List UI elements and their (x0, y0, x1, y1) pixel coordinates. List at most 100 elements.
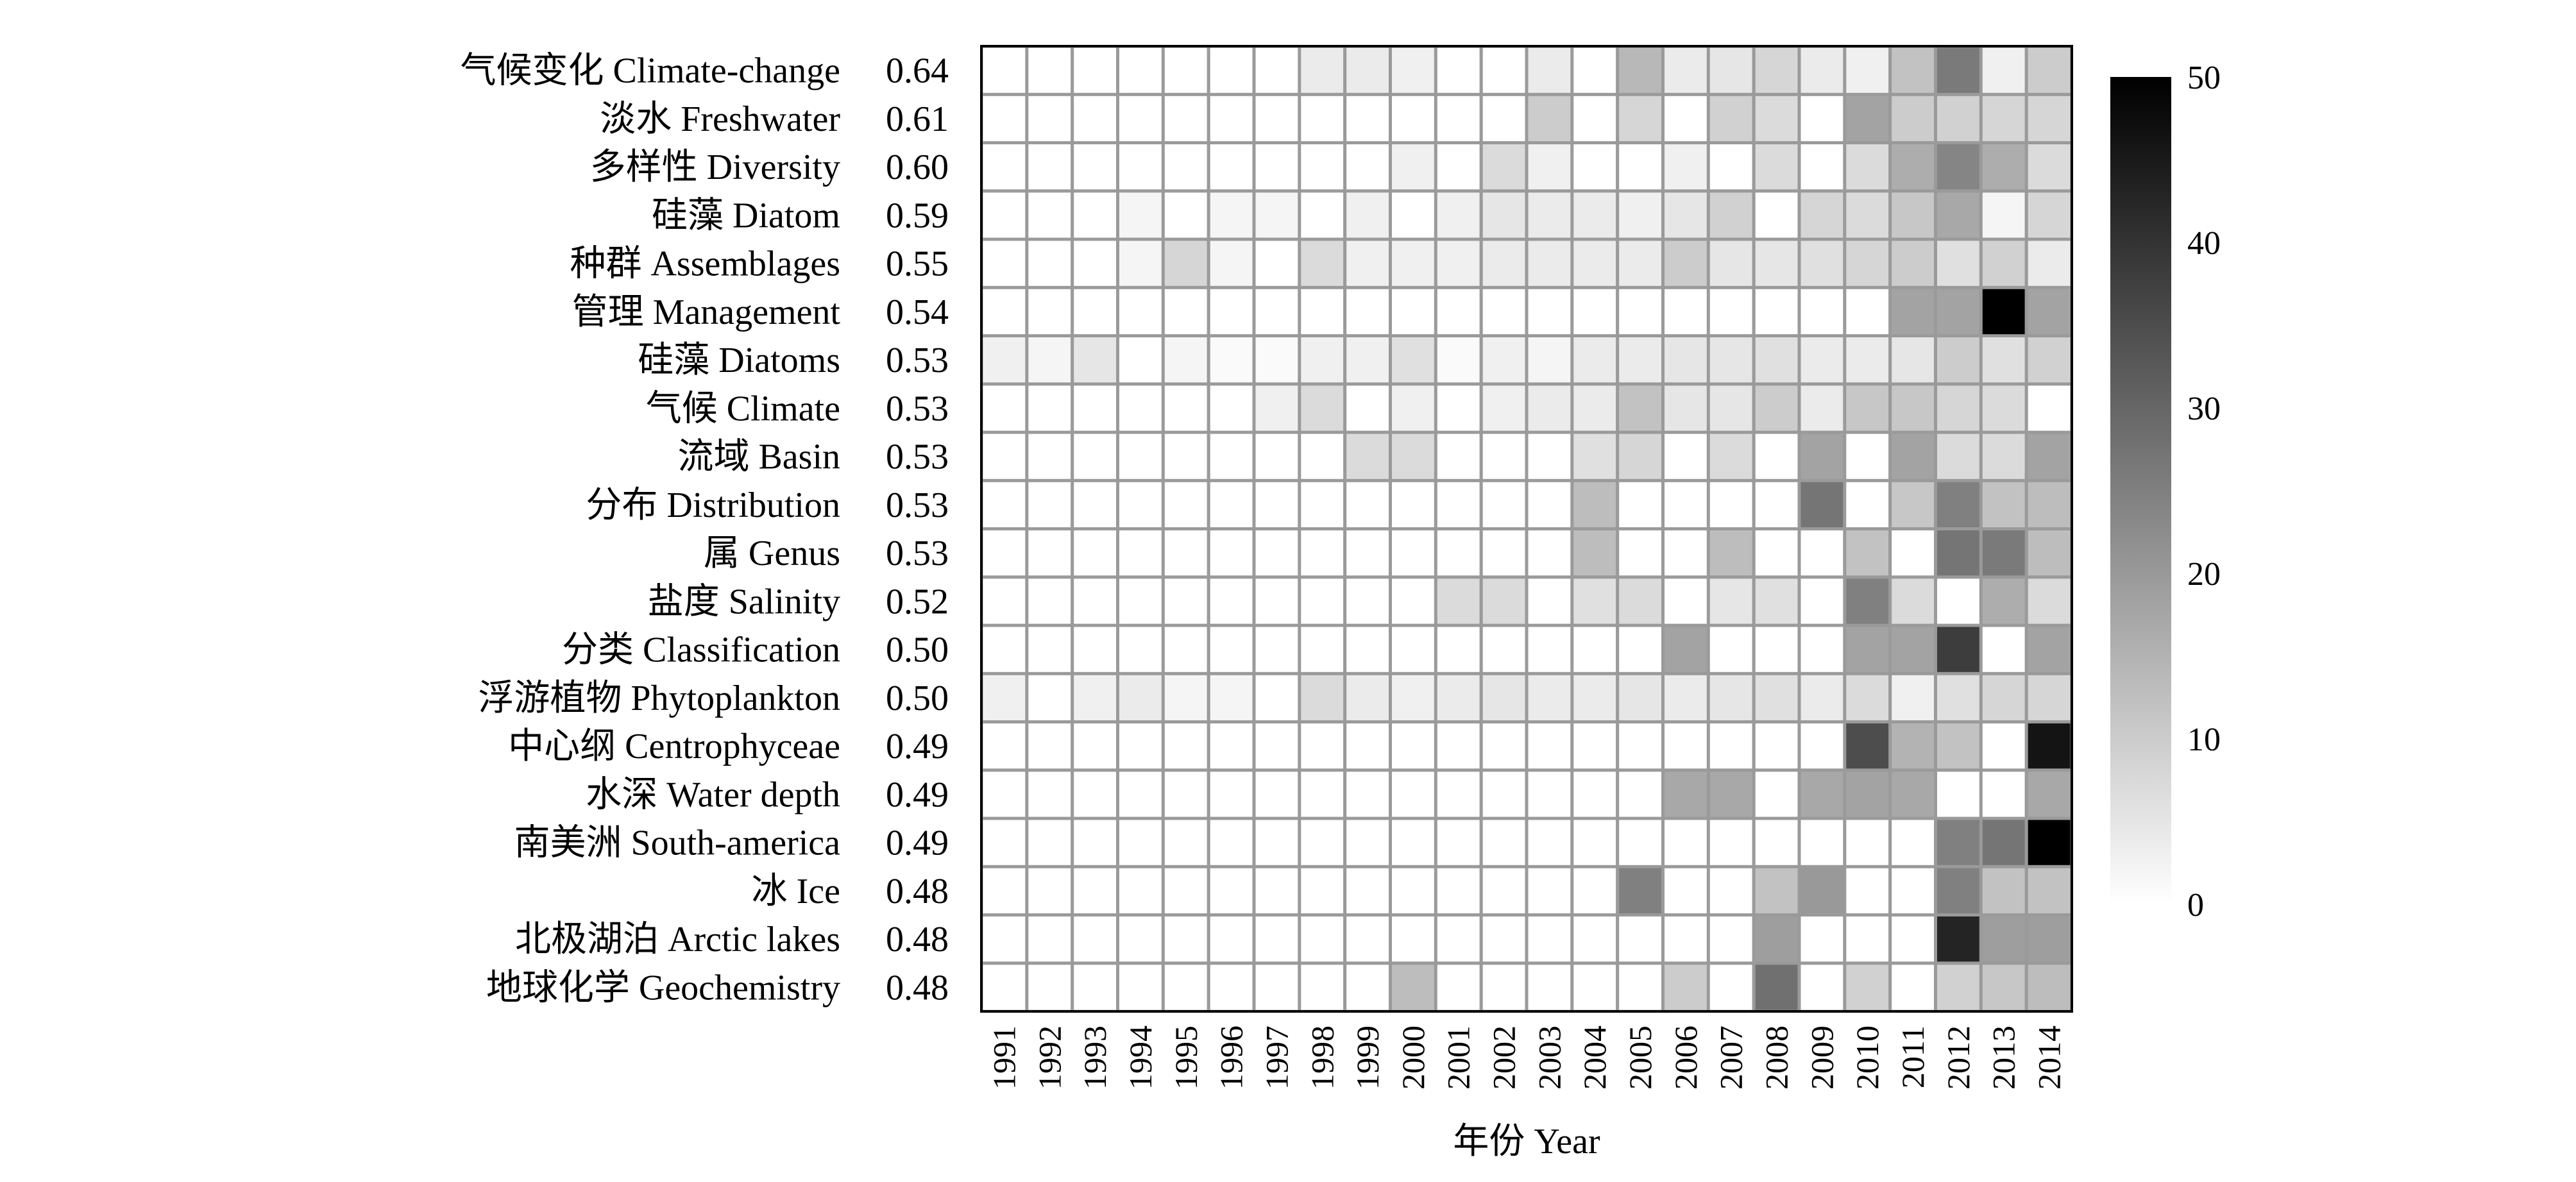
heatmap-cell (1301, 434, 1344, 479)
row-score: 0.52 (886, 582, 949, 621)
heatmap-cell (2028, 385, 2071, 431)
heatmap-cell (1210, 241, 1253, 286)
heatmap-cell (1892, 241, 1934, 286)
heatmap-cell (1210, 385, 1253, 431)
heatmap-cell (1346, 868, 1389, 914)
row-label: 种群 Assemblages (570, 244, 840, 284)
heatmap-cell (1755, 916, 1798, 962)
heatmap-cell (1392, 241, 1434, 286)
heatmap-cell (1573, 241, 1616, 286)
heatmap-cell (1255, 965, 1298, 1010)
row-score: 0.48 (886, 968, 949, 1008)
heatmap-cell (1392, 289, 1434, 335)
heatmap-cell (1573, 434, 1616, 479)
heatmap-cell (1301, 772, 1344, 817)
heatmap-cell (1392, 675, 1434, 721)
row-label: 淡水 Freshwater (600, 99, 840, 139)
heatmap-cell (1392, 627, 1434, 672)
heatmap-cell (1709, 337, 1752, 383)
heatmap-cell (1164, 820, 1207, 865)
year-tick-label: 1995 (1168, 1026, 1204, 1090)
year-tick-label: 2010 (1849, 1026, 1885, 1090)
heatmap-cell (1255, 482, 1298, 528)
heatmap-cell (1937, 144, 1979, 190)
heatmap-cell (1892, 47, 1934, 93)
heatmap-cell (1392, 192, 1434, 238)
heatmap-cell (1164, 241, 1207, 286)
heatmap-cell (1164, 723, 1207, 769)
heatmap-cell (1755, 289, 1798, 335)
heatmap-cell (1482, 530, 1525, 576)
heatmap-cell (1846, 965, 1889, 1010)
heatmap-cell (1482, 820, 1525, 865)
heatmap-cell (1573, 47, 1616, 93)
row-score: 0.53 (886, 389, 949, 428)
colorbar-gradient (2110, 77, 2171, 904)
heatmap-cell (1709, 434, 1752, 479)
heatmap-cell (1665, 289, 1707, 335)
heatmap-cell (1392, 965, 1434, 1010)
heatmap-cell (1074, 289, 1116, 335)
row-label: 地球化学 Geochemistry (486, 968, 840, 1008)
heatmap-cell (1028, 47, 1071, 93)
heatmap-cell (1437, 772, 1480, 817)
heatmap-cell (1437, 482, 1480, 528)
heatmap-cell (1573, 627, 1616, 672)
heatmap-cell (1937, 772, 1979, 817)
heatmap-cell (1573, 289, 1616, 335)
heatmap-cell (1892, 530, 1934, 576)
heatmap-cell (1301, 96, 1344, 142)
heatmap-cell (1528, 192, 1571, 238)
heatmap-cell (1301, 627, 1344, 672)
colorbar-tick-label: 20 (2187, 556, 2221, 593)
heatmap-cell (1755, 144, 1798, 190)
heatmap-cell (1210, 723, 1253, 769)
heatmap-cell (1437, 627, 1480, 672)
heatmap-cell (1755, 578, 1798, 624)
row-score: 0.48 (886, 872, 949, 911)
heatmap-cell (1755, 192, 1798, 238)
heatmap-cell (1346, 675, 1389, 721)
heatmap-cell (1892, 337, 1934, 383)
heatmap-cell (1937, 337, 1979, 383)
row-label: 中心纲 Centrophyceae (508, 727, 840, 766)
heatmap-cell (1301, 578, 1344, 624)
heatmap-cell (1846, 434, 1889, 479)
heatmap-cell (1301, 385, 1344, 431)
heatmap-cell (1665, 144, 1707, 190)
heatmap-cell (1346, 434, 1389, 479)
heatmap-cell (1892, 385, 1934, 431)
heatmap-cell (1255, 96, 1298, 142)
heatmap-cell (2028, 723, 2071, 769)
heatmap-cell (1709, 385, 1752, 431)
row-label: 分布 Distribution (586, 485, 840, 525)
heatmap-cell (983, 675, 1026, 721)
heatmap-cell (1164, 868, 1207, 914)
heatmap-cell (1892, 578, 1934, 624)
heatmap-cell (1937, 47, 1979, 93)
row-label: 流域 Basin (677, 437, 840, 477)
heatmap-cell (1255, 289, 1298, 335)
heatmap-cell (1665, 241, 1707, 286)
heatmap-cell (1982, 578, 2025, 624)
heatmap-cell (1619, 96, 1661, 142)
year-tick-label: 2000 (1395, 1026, 1431, 1090)
heatmap-cell (1665, 96, 1707, 142)
heatmap-cell (1755, 482, 1798, 528)
heatmap-cell (1528, 385, 1571, 431)
heatmap-cell (2028, 289, 2071, 335)
heatmap-cell (1482, 289, 1525, 335)
heatmap-cell (1937, 965, 1979, 1010)
heatmap-cell (1164, 337, 1207, 383)
heatmap-cell (1982, 627, 2025, 672)
heatmap-cell (1346, 530, 1389, 576)
colorbar-tick-label: 10 (2187, 722, 2221, 758)
heatmap-cell (1392, 772, 1434, 817)
grid-background (981, 46, 2072, 1011)
heatmap-cell (1982, 723, 2025, 769)
heatmap-cell (1846, 868, 1889, 914)
row-label: 盐度 Salinity (648, 582, 840, 621)
heatmap-cell (2028, 530, 2071, 576)
heatmap-cell (1482, 868, 1525, 914)
heatmap-cell (1074, 820, 1116, 865)
